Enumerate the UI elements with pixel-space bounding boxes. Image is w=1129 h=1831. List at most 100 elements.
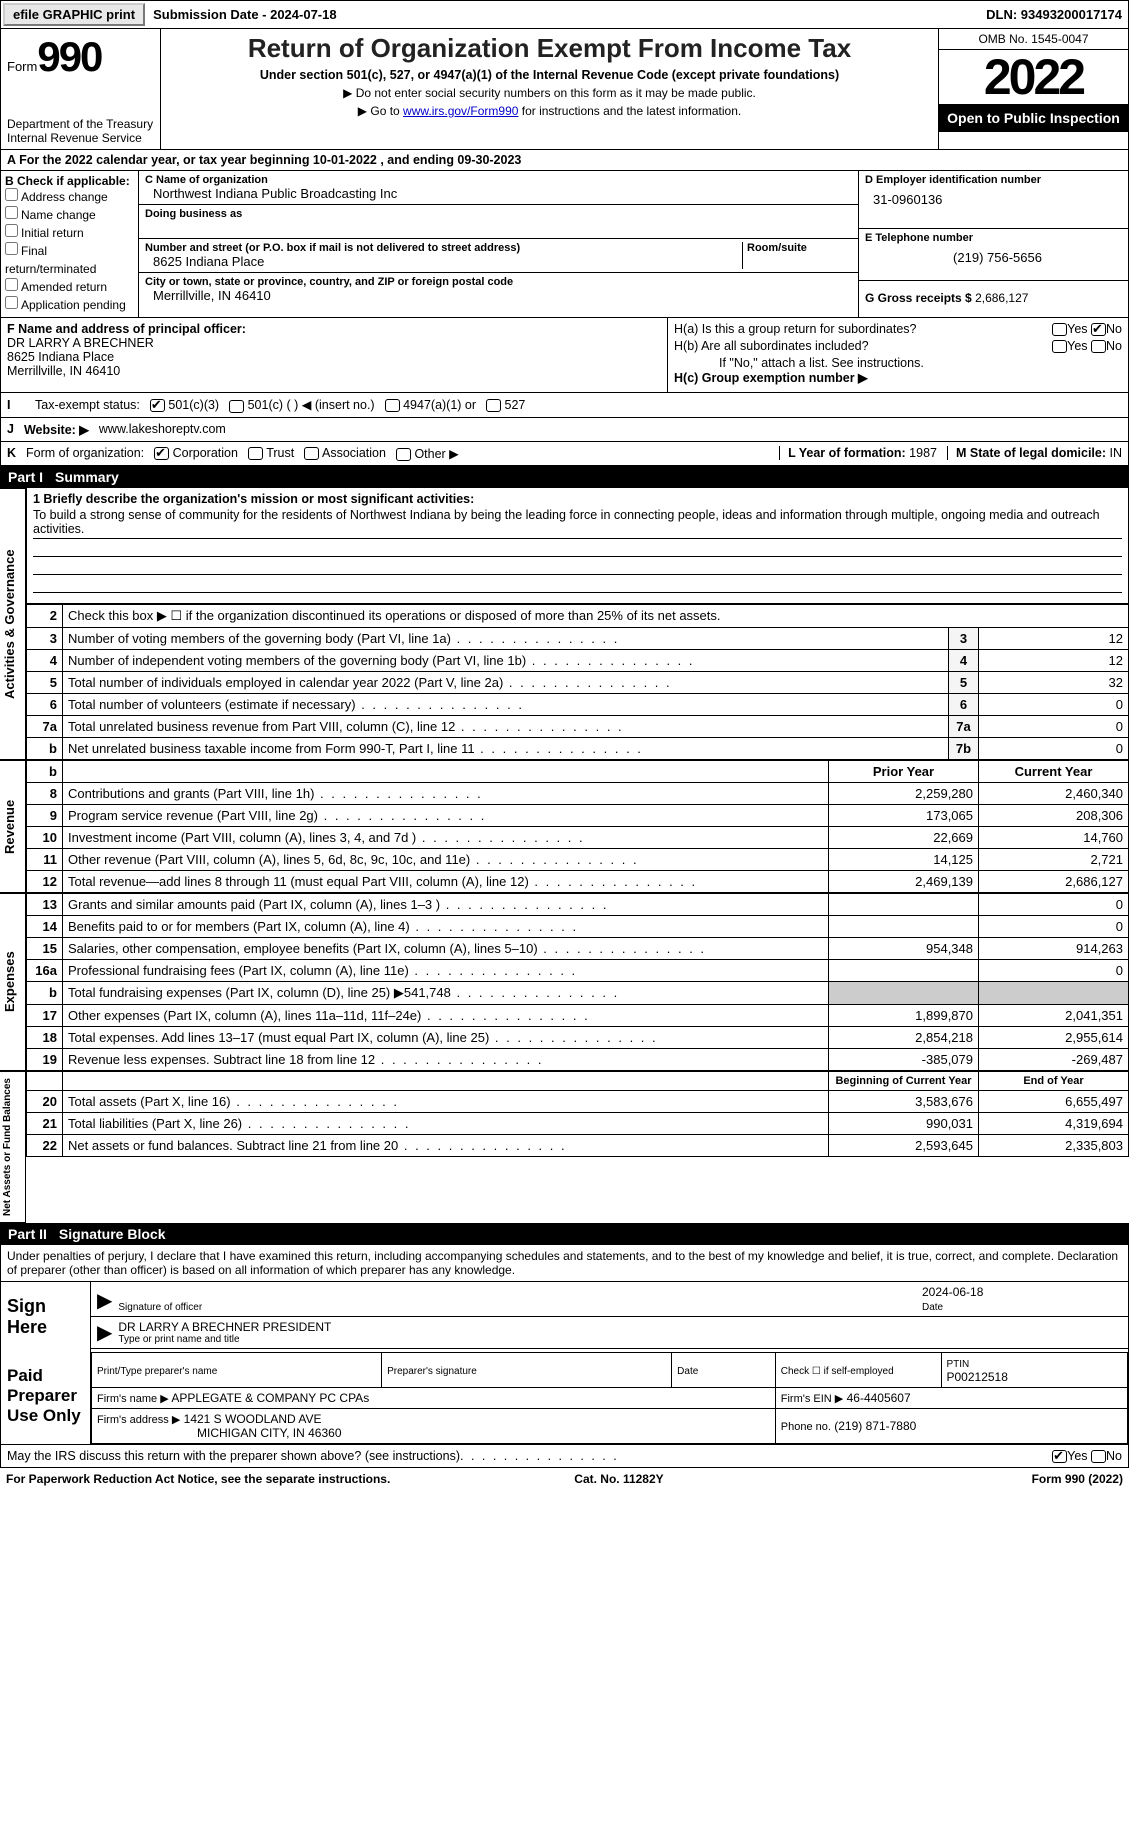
chk-other[interactable] — [396, 448, 411, 461]
firm-phone: (219) 871-7880 — [834, 1419, 916, 1433]
paperwork-notice: For Paperwork Reduction Act Notice, see … — [6, 1472, 390, 1486]
line2: Check this box ▶ ☐ if the organization d… — [63, 604, 1129, 627]
officer-addr1: 8625 Indiana Place — [7, 350, 661, 364]
form-number: Form990 — [7, 33, 154, 81]
table-row: 4Number of independent voting members of… — [27, 649, 1129, 671]
hb-note: If "No," attach a list. See instructions… — [674, 356, 1122, 370]
sig-arrow-icon-2: ▶ — [97, 1320, 112, 1345]
cat-no: Cat. No. 11282Y — [574, 1472, 663, 1486]
table-row: 3Number of voting members of the governi… — [27, 627, 1129, 649]
section-b-c-d: B Check if applicable: Address change Na… — [0, 170, 1129, 317]
tax-status-row: I Tax-exempt status: 501(c)(3) 501(c) ( … — [0, 393, 1129, 417]
table-row: 22Net assets or fund balances. Subtract … — [27, 1134, 1129, 1156]
city-label: City or town, state or province, country… — [145, 276, 852, 288]
form-org-row: K Form of organization: Corporation Trus… — [0, 442, 1129, 466]
open-to-public: Open to Public Inspection — [939, 104, 1128, 132]
table-row: 14Benefits paid to or for members (Part … — [27, 915, 1129, 937]
form-title: Return of Organization Exempt From Incom… — [167, 33, 932, 64]
ha-no[interactable] — [1091, 323, 1106, 336]
discuss-yes[interactable] — [1052, 1450, 1067, 1463]
dln: DLN: 93493200017174 — [986, 7, 1128, 22]
table-row: 12Total revenue—add lines 8 through 11 (… — [27, 870, 1129, 892]
sign-here-label: Sign Here — [1, 1282, 91, 1352]
table-row: 7aTotal unrelated business revenue from … — [27, 715, 1129, 737]
sig-officer-label: Signature of officer — [118, 1302, 922, 1313]
section-b-label: B Check if applicable: — [5, 174, 134, 188]
chk-corp[interactable] — [154, 447, 169, 460]
hb-no[interactable] — [1091, 340, 1106, 353]
ecy-header: End of Year — [979, 1071, 1129, 1090]
ein-label: D Employer identification number — [865, 174, 1122, 186]
chk-application-pending[interactable]: Application pending — [5, 296, 134, 314]
bcy-header: Beginning of Current Year — [829, 1071, 979, 1090]
website-row: J Website: ▶ www.lakeshoreptv.com — [0, 418, 1129, 442]
firm-addr1: 1421 S WOODLAND AVE — [184, 1412, 322, 1426]
submission-date: Submission Date - 2024-07-18 — [147, 7, 343, 22]
chk-address-change[interactable]: Address change — [5, 188, 134, 206]
officer-name: DR LARRY A BRECHNER — [7, 336, 661, 350]
tax-period: A For the 2022 calendar year, or tax yea… — [0, 149, 1129, 170]
table-row: bNet unrelated business taxable income f… — [27, 737, 1129, 759]
ha-yes[interactable] — [1052, 323, 1067, 336]
ptin: P00212518 — [947, 1370, 1008, 1384]
hb-yes[interactable] — [1052, 340, 1067, 353]
chk-527[interactable] — [486, 399, 501, 412]
firm-ein: 46-4405607 — [847, 1391, 911, 1405]
chk-name-change[interactable]: Name change — [5, 206, 134, 224]
form-subtitle-2: ▶ Do not enter social security numbers o… — [167, 86, 932, 100]
line1-label: 1 Briefly describe the organization's mi… — [33, 492, 1122, 506]
table-row: 21Total liabilities (Part X, line 26)990… — [27, 1112, 1129, 1134]
hc-label: H(c) Group exemption number ▶ — [674, 370, 1122, 385]
tax-year: 2022 — [939, 50, 1128, 104]
form-subtitle-1: Under section 501(c), 527, or 4947(a)(1)… — [167, 68, 932, 82]
form-ref: Form 990 (2022) — [1032, 1472, 1123, 1486]
table-row: 17Other expenses (Part IX, column (A), l… — [27, 1004, 1129, 1026]
vlabel-revenue: Revenue — [0, 760, 26, 893]
chk-final-return[interactable]: Final return/terminated — [5, 242, 134, 278]
table-row: bTotal fundraising expenses (Part IX, co… — [27, 981, 1129, 1004]
org-city: Merrillville, IN 46410 — [145, 288, 852, 303]
discuss-no[interactable] — [1091, 1450, 1106, 1463]
efile-print-button[interactable]: efile GRAPHIC print — [3, 3, 145, 26]
chk-trust[interactable] — [248, 447, 263, 460]
section-f-h: F Name and address of principal officer:… — [0, 317, 1129, 393]
gross-label: G Gross receipts $ — [865, 291, 972, 305]
vlabel-netassets: Net Assets or Fund Balances — [0, 1071, 26, 1223]
current-year-header: Current Year — [979, 760, 1129, 782]
chk-501c3[interactable] — [150, 399, 165, 412]
chk-initial-return[interactable]: Initial return — [5, 224, 134, 242]
firm-name: APPLEGATE & COMPANY PC CPAs — [171, 1391, 369, 1405]
chk-assn[interactable] — [304, 447, 319, 460]
prior-year-header: Prior Year — [829, 760, 979, 782]
paid-preparer-label: Paid Preparer Use Only — [1, 1352, 91, 1444]
mission-text: To build a strong sense of community for… — [33, 506, 1122, 539]
table-row: 15Salaries, other compensation, employee… — [27, 937, 1129, 959]
officer-addr2: Merrillville, IN 46410 — [7, 364, 661, 378]
chk-4947[interactable] — [385, 399, 400, 412]
chk-amended-return[interactable]: Amended return — [5, 278, 134, 296]
irs-link[interactable]: www.irs.gov/Form990 — [403, 104, 518, 118]
org-addr: 8625 Indiana Place — [145, 254, 742, 269]
table-row: 19Revenue less expenses. Subtract line 1… — [27, 1048, 1129, 1070]
ha-label: H(a) Is this a group return for subordin… — [674, 322, 1052, 336]
addr-label: Number and street (or P.O. box if mail i… — [145, 242, 742, 254]
year-formed: 1987 — [909, 446, 937, 460]
top-bar: efile GRAPHIC print Submission Date - 20… — [0, 0, 1129, 29]
part-1-header: Part I Summary — [0, 466, 1129, 488]
table-row: 8Contributions and grants (Part VIII, li… — [27, 782, 1129, 804]
gross-receipts: 2,686,127 — [975, 291, 1028, 305]
website-url: www.lakeshoreptv.com — [99, 422, 226, 436]
f-label: F Name and address of principal officer: — [7, 322, 661, 336]
table-row: 10Investment income (Part VIII, column (… — [27, 826, 1129, 848]
org-name-label: C Name of organization — [145, 174, 852, 186]
org-name: Northwest Indiana Public Broadcasting In… — [145, 186, 852, 201]
vlabel-expenses: Expenses — [0, 893, 26, 1071]
discuss-row: May the IRS discuss this return with the… — [0, 1445, 1129, 1468]
table-row: 16aProfessional fundraising fees (Part I… — [27, 959, 1129, 981]
omb-number: OMB No. 1545-0047 — [939, 29, 1128, 50]
firm-addr2: MICHIGAN CITY, IN 46360 — [97, 1426, 342, 1440]
room-label: Room/suite — [747, 242, 852, 254]
table-row: 9Program service revenue (Part VIII, lin… — [27, 804, 1129, 826]
chk-501c[interactable] — [229, 400, 244, 413]
hb-label: H(b) Are all subordinates included? — [674, 339, 1052, 353]
